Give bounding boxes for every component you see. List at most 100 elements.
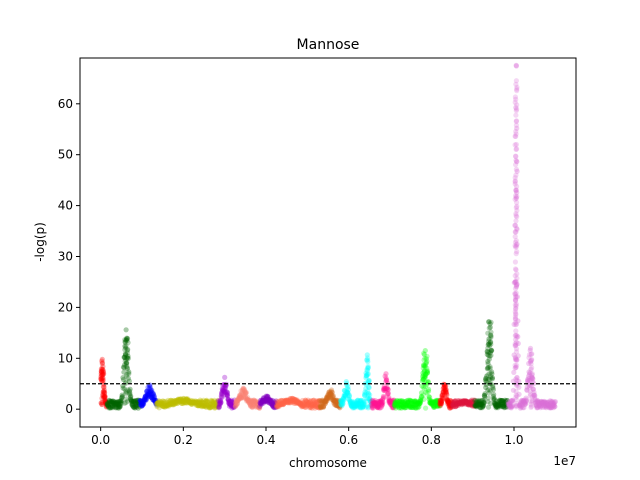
data-point xyxy=(149,393,156,399)
data-point xyxy=(300,403,306,409)
data-point xyxy=(513,283,519,289)
data-point xyxy=(312,404,318,410)
data-point xyxy=(270,397,276,404)
data-point xyxy=(176,396,182,403)
data-point xyxy=(496,401,502,407)
data-point xyxy=(99,370,105,376)
data-point xyxy=(98,376,104,382)
data-point xyxy=(154,401,160,407)
data-point xyxy=(189,399,195,405)
data-point xyxy=(513,141,520,148)
data-point xyxy=(108,401,114,407)
data-point xyxy=(457,399,463,405)
data-point xyxy=(167,398,173,404)
data-point xyxy=(278,400,284,406)
data-point xyxy=(193,399,199,405)
data-point xyxy=(124,361,130,367)
data-point xyxy=(158,399,165,405)
data-point xyxy=(177,396,183,402)
data-point xyxy=(515,340,521,347)
data-point xyxy=(496,401,502,407)
data-point xyxy=(313,400,319,406)
data-point xyxy=(290,396,296,402)
data-point xyxy=(512,302,518,308)
data-point xyxy=(422,383,428,390)
data-point xyxy=(351,403,357,409)
data-point xyxy=(454,400,460,406)
data-point xyxy=(415,400,421,406)
data-point xyxy=(258,400,264,406)
data-point xyxy=(513,306,519,312)
data-point xyxy=(278,401,284,408)
data-point xyxy=(513,376,519,382)
data-point xyxy=(504,398,510,404)
data-point xyxy=(160,398,166,404)
data-point xyxy=(506,401,512,407)
data-point xyxy=(245,398,251,404)
data-point xyxy=(432,398,438,404)
data-point xyxy=(190,399,196,405)
data-point xyxy=(183,396,189,402)
data-point xyxy=(269,402,275,408)
data-point xyxy=(321,398,327,404)
data-point xyxy=(534,398,540,405)
data-point xyxy=(191,399,197,406)
data-point xyxy=(298,400,304,406)
data-point xyxy=(228,399,234,405)
data-point xyxy=(242,390,248,397)
data-point xyxy=(124,355,131,361)
data-point xyxy=(148,388,154,394)
data-point xyxy=(514,214,520,220)
data-point xyxy=(123,343,129,349)
data-point xyxy=(422,374,428,380)
data-point xyxy=(449,401,455,407)
data-point xyxy=(183,399,189,405)
data-point xyxy=(288,396,294,402)
data-point xyxy=(374,404,380,410)
data-point xyxy=(209,398,215,405)
data-point xyxy=(231,403,237,409)
data-point xyxy=(402,398,408,405)
data-point xyxy=(395,401,401,407)
data-point xyxy=(387,399,393,405)
data-point xyxy=(151,398,157,404)
data-point xyxy=(328,391,334,397)
data-point xyxy=(293,398,299,404)
data-point xyxy=(223,389,229,396)
data-point xyxy=(180,398,186,404)
data-point xyxy=(283,397,289,403)
data-point xyxy=(400,399,406,405)
data-point xyxy=(349,403,355,409)
data-point xyxy=(421,369,427,375)
data-point xyxy=(297,402,303,408)
data-point xyxy=(336,398,342,404)
data-point xyxy=(403,404,409,411)
data-point xyxy=(505,401,511,407)
data-point xyxy=(233,398,239,404)
data-point xyxy=(123,337,129,343)
data-point xyxy=(512,99,518,105)
data-point xyxy=(142,396,148,402)
data-point xyxy=(262,399,268,405)
data-point xyxy=(536,400,543,406)
data-point xyxy=(219,394,225,400)
data-point xyxy=(126,369,132,375)
data-point xyxy=(103,400,109,406)
data-point xyxy=(545,401,551,408)
data-point xyxy=(261,398,267,404)
data-point xyxy=(348,403,354,409)
data-point xyxy=(396,401,402,407)
data-point xyxy=(278,398,284,404)
data-point xyxy=(545,399,552,406)
data-point xyxy=(404,401,410,407)
data-point xyxy=(228,403,234,409)
data-point xyxy=(359,400,365,406)
data-point xyxy=(171,399,177,405)
data-point xyxy=(487,365,493,371)
data-point xyxy=(429,399,435,406)
data-point xyxy=(439,397,445,403)
data-point xyxy=(122,347,128,353)
data-point xyxy=(109,402,115,408)
data-point xyxy=(290,399,296,405)
data-point xyxy=(371,401,377,407)
